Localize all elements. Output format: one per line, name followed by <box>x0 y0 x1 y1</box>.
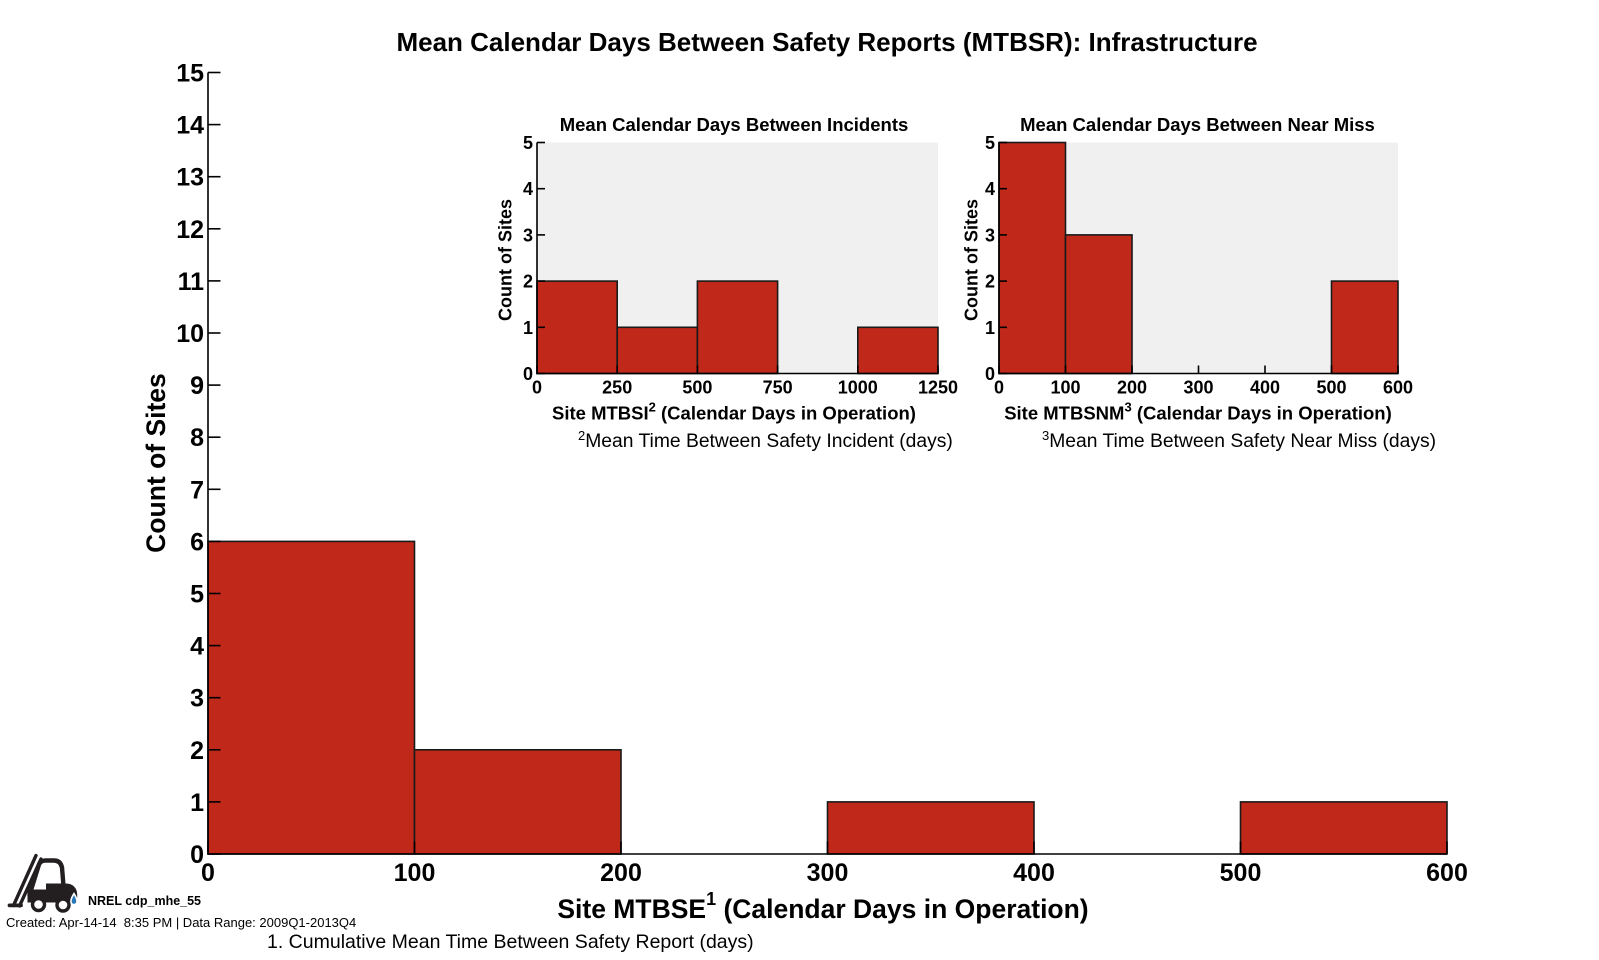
svg-text:Mean Calendar Days Between Inc: Mean Calendar Days Between Incidents <box>560 114 909 135</box>
svg-text:1000: 1000 <box>838 378 878 398</box>
svg-text:1. Cumulative Mean Time Betwee: 1. Cumulative Mean Time Between Safety R… <box>267 931 754 953</box>
svg-text:0: 0 <box>985 364 995 384</box>
svg-text:750: 750 <box>763 378 793 398</box>
svg-text:Site MTBSE1 (Calendar Days in: Site MTBSE1 (Calendar Days in Operation) <box>557 889 1088 924</box>
svg-text:5: 5 <box>190 581 204 609</box>
svg-text:1250: 1250 <box>918 378 958 398</box>
svg-text:300: 300 <box>1183 378 1213 398</box>
svg-text:0: 0 <box>532 378 542 398</box>
svg-text:12: 12 <box>176 216 204 244</box>
svg-text:2: 2 <box>523 272 533 292</box>
svg-text:Count of Sites: Count of Sites <box>496 199 516 321</box>
svg-text:13: 13 <box>176 164 204 192</box>
svg-text:10: 10 <box>176 320 204 348</box>
svg-text:Site MTBSNM3 (Calendar Days in: Site MTBSNM3 (Calendar Days in Operation… <box>1004 400 1392 424</box>
svg-text:3: 3 <box>523 225 533 245</box>
svg-text:0: 0 <box>994 378 1004 398</box>
svg-text:15: 15 <box>176 60 204 88</box>
svg-text:3: 3 <box>985 225 995 245</box>
svg-text:500: 500 <box>682 378 712 398</box>
svg-text:0: 0 <box>523 364 533 384</box>
svg-text:400: 400 <box>1013 859 1055 887</box>
svg-text:600: 600 <box>1426 859 1468 887</box>
svg-text:0: 0 <box>190 841 204 869</box>
svg-text:200: 200 <box>1117 378 1147 398</box>
svg-text:0: 0 <box>201 859 215 887</box>
svg-text:400: 400 <box>1250 378 1280 398</box>
svg-text:9: 9 <box>190 372 204 400</box>
svg-text:Site MTBSI2 (Calendar Days in: Site MTBSI2 (Calendar Days in Operation) <box>552 400 916 424</box>
svg-text:5: 5 <box>523 133 533 153</box>
svg-text:4: 4 <box>523 179 533 199</box>
svg-text:14: 14 <box>176 112 204 140</box>
svg-text:Mean Calendar Days Between Nea: Mean Calendar Days Between Near Miss <box>1020 114 1375 135</box>
svg-text:100: 100 <box>394 859 436 887</box>
svg-text:4: 4 <box>190 633 204 661</box>
svg-text:Mean Calendar Days Between Saf: Mean Calendar Days Between Safety Report… <box>396 27 1257 57</box>
svg-text:1: 1 <box>190 789 204 817</box>
svg-text:NREL cdp_mhe_55: NREL cdp_mhe_55 <box>88 894 201 908</box>
svg-text:1: 1 <box>523 318 533 338</box>
svg-text:300: 300 <box>807 859 849 887</box>
svg-text:2Mean Time Between Safety Inci: 2Mean Time Between Safety Incident (days… <box>578 428 953 452</box>
svg-text:3Mean Time Between Safety Near: 3Mean Time Between Safety Near Miss (day… <box>1042 428 1436 452</box>
svg-text:5: 5 <box>985 133 995 153</box>
svg-text:500: 500 <box>1220 859 1262 887</box>
svg-text:200: 200 <box>600 859 642 887</box>
svg-text:Count of Sites: Count of Sites <box>141 373 171 553</box>
svg-text:Created: Apr-14-14 8:35 PM |: Created: Apr-14-14 8:35 PM | Data Range:… <box>6 915 356 930</box>
svg-text:2: 2 <box>190 737 204 765</box>
svg-text:Count of Sites: Count of Sites <box>962 199 982 321</box>
svg-text:600: 600 <box>1383 378 1413 398</box>
svg-text:7: 7 <box>190 476 204 504</box>
svg-text:8: 8 <box>190 424 204 452</box>
svg-text:100: 100 <box>1050 378 1080 398</box>
svg-text:4: 4 <box>985 179 995 199</box>
svg-text:6: 6 <box>190 528 204 556</box>
svg-text:11: 11 <box>178 268 205 296</box>
svg-text:2: 2 <box>985 272 995 292</box>
svg-text:3: 3 <box>190 685 204 713</box>
svg-text:250: 250 <box>602 378 632 398</box>
svg-text:500: 500 <box>1316 378 1346 398</box>
svg-text:1: 1 <box>985 318 995 338</box>
